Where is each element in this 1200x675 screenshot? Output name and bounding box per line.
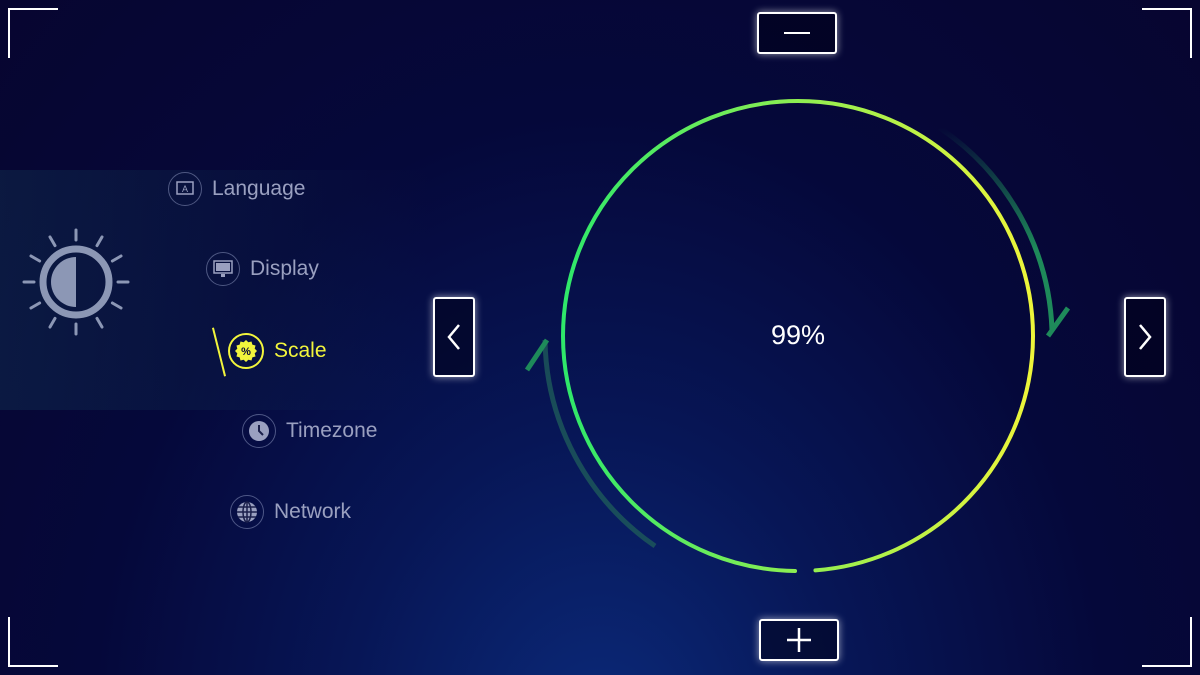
menu-item-label: Scale	[274, 339, 327, 362]
display-icon	[206, 252, 240, 286]
increase-button[interactable]	[759, 619, 839, 661]
menu-item-display[interactable]: Display	[206, 252, 319, 286]
scale-value: 99%	[770, 320, 826, 350]
minus-icon	[784, 32, 810, 34]
menu-item-label: Display	[250, 257, 319, 280]
menu-item-network[interactable]: Network	[230, 495, 351, 529]
plus-icon	[787, 628, 811, 652]
next-button[interactable]	[1124, 297, 1166, 377]
rotate-arrow-right-head	[1045, 306, 1071, 338]
svg-text:A: A	[182, 184, 188, 194]
menu-item-label: Network	[274, 500, 352, 523]
language-icon: A	[168, 172, 202, 206]
sun-ray	[48, 316, 57, 329]
rotate-arrow-left-head	[524, 338, 550, 372]
decrease-button[interactable]	[757, 12, 837, 54]
menu-item-language[interactable]: A Language	[168, 172, 305, 206]
clock-icon	[242, 414, 276, 448]
sun-ray	[29, 301, 42, 310]
sun-ray	[29, 254, 42, 263]
menu-item-timezone[interactable]: Timezone	[242, 414, 377, 448]
brightness-icon	[22, 228, 130, 336]
chevron-right-icon	[1139, 324, 1152, 350]
sun-ray	[95, 316, 104, 329]
frame-corner	[1142, 8, 1192, 58]
globe-icon	[230, 495, 264, 529]
rotate-arrow-left	[542, 339, 657, 549]
frame-corner	[1142, 617, 1192, 667]
rotate-arrow-right	[938, 125, 1055, 331]
menu-item-label: Language	[212, 177, 306, 200]
svg-text:%: %	[241, 346, 251, 358]
sun-ray	[48, 235, 57, 248]
sun-ray	[110, 254, 123, 263]
frame-corner	[8, 8, 58, 58]
previous-button[interactable]	[433, 297, 475, 377]
percent-badge-icon: %	[228, 333, 264, 369]
chevron-left-icon	[447, 324, 460, 350]
sun-ray	[110, 301, 123, 310]
scale-progress-ring	[561, 99, 1035, 573]
frame-corner	[8, 617, 58, 667]
sun-ray	[95, 235, 104, 248]
menu-item-label: Timezone	[286, 419, 378, 442]
menu-item-scale[interactable]: % Scale	[228, 333, 327, 369]
